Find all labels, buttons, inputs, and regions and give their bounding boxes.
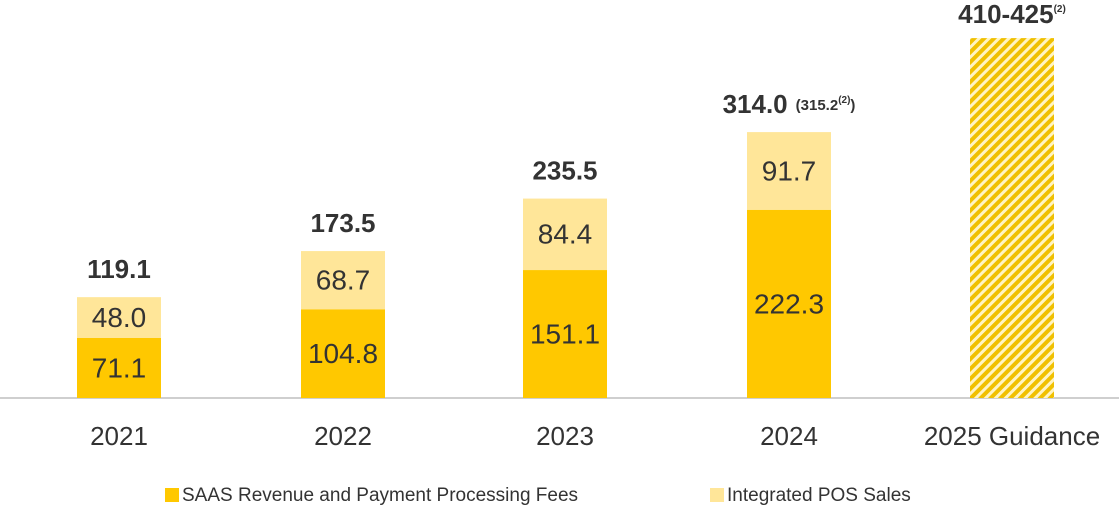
bar-segment — [77, 297, 161, 338]
total-label: 173.5 — [310, 208, 375, 238]
bar-segment — [523, 198, 607, 271]
total-label: 314.0 (315.2(2)) — [723, 89, 856, 119]
x-tick-label: 2021 — [90, 421, 148, 451]
x-tick-label: 2023 — [536, 421, 594, 451]
legend-label: SAAS Revenue and Payment Processing Fees — [182, 485, 578, 506]
total-value: 235.5 — [532, 155, 597, 185]
bar-segment — [301, 251, 385, 310]
total-value: 314.0 — [723, 89, 788, 119]
data-label: 104.8 — [308, 338, 378, 369]
legend-swatch — [710, 488, 724, 502]
total-label: 235.5 — [532, 155, 597, 185]
guidance-bar — [970, 38, 1054, 398]
total-value: 173.5 — [310, 208, 375, 238]
total-note-ref: (2) — [838, 95, 850, 106]
total-note: (315.2 — [796, 97, 839, 114]
legend-label: Integrated POS Sales — [727, 485, 911, 506]
guidance-note: (2) — [1054, 4, 1066, 15]
total-value: 119.1 — [87, 254, 151, 284]
guidance-value: 410-425 — [958, 0, 1053, 29]
bar-segment — [747, 132, 831, 210]
bar-segment — [747, 209, 831, 398]
x-tick-label: 2024 — [760, 421, 818, 451]
bar-segment — [77, 337, 161, 398]
data-label: 71.1 — [92, 352, 147, 383]
x-tick-label: 2022 — [314, 421, 372, 451]
data-label: 48.0 — [92, 302, 147, 333]
bar-segment — [301, 309, 385, 398]
data-label: 222.3 — [754, 288, 824, 319]
x-tick-label: 2025 Guidance — [924, 421, 1100, 451]
bar-segment — [523, 270, 607, 398]
total-note-end: ) — [850, 97, 855, 114]
guidance-label: 410-425(2) — [958, 0, 1066, 29]
data-label: 68.7 — [316, 265, 371, 296]
data-label: 151.1 — [530, 318, 600, 349]
total-label: 119.1 — [87, 254, 151, 284]
legend-swatch — [165, 488, 179, 502]
data-label: 84.4 — [538, 219, 593, 250]
data-label: 91.7 — [762, 155, 817, 186]
